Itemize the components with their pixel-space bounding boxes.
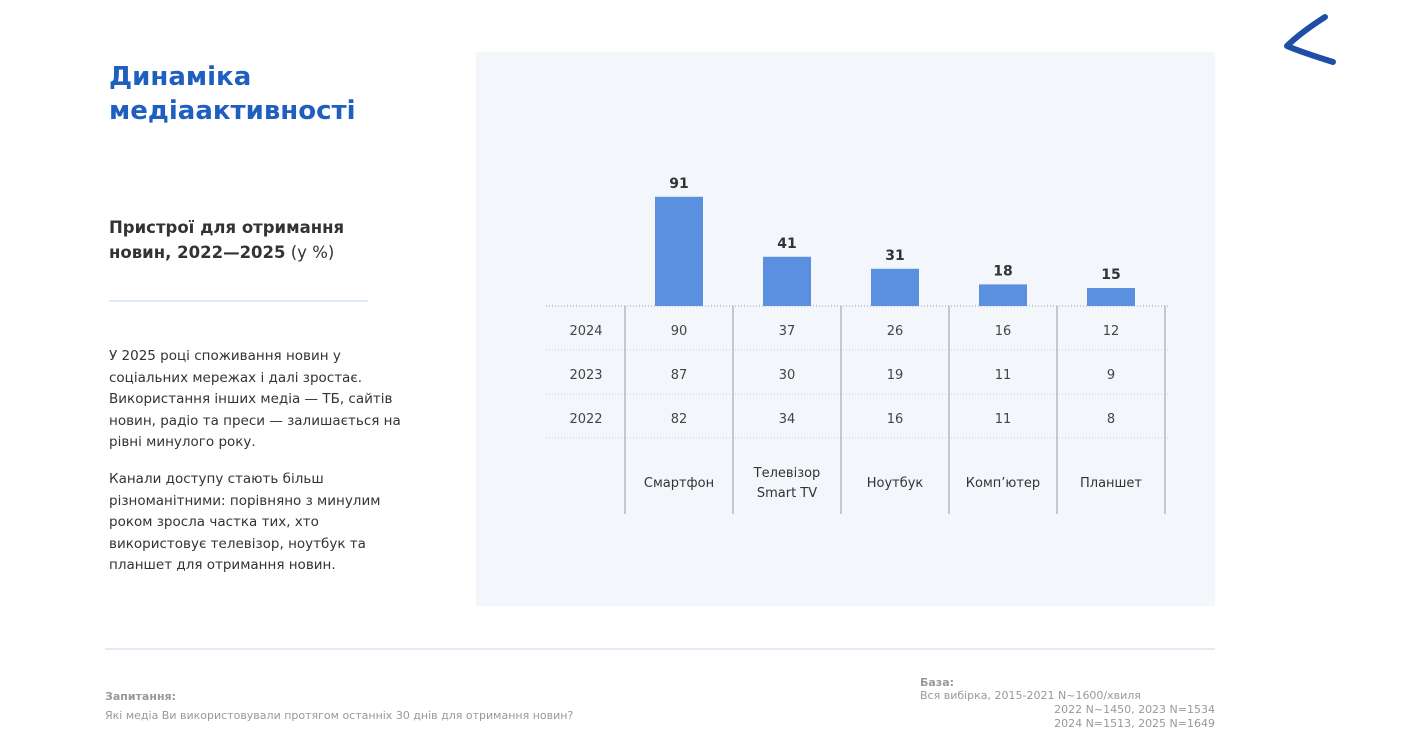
bar-3 — [871, 268, 919, 306]
paragraph-2: Канали доступу стають більш різноманітни… — [109, 471, 381, 573]
base-label: База: — [920, 676, 955, 689]
category-label: Ноутбук — [867, 476, 924, 491]
table-cell: 37 — [779, 324, 796, 339]
base-line-1: Вся вибірка, 2015-2021 N~1600/хвиля — [920, 689, 1141, 702]
bar-2 — [763, 256, 811, 306]
paragraph-1: У 2025 році споживання новин у соціальни… — [109, 348, 401, 450]
bar-1 — [655, 196, 703, 306]
base-line-2: 2022 N~1450, 2023 N=1534 — [1054, 703, 1215, 716]
section-divider — [109, 300, 368, 302]
table-cell: 9 — [1107, 368, 1115, 383]
table-year-label: 2023 — [569, 368, 602, 383]
bar-value-label: 18 — [993, 263, 1012, 279]
category-label: Смартфон — [644, 476, 714, 491]
bar-value-label: 15 — [1101, 267, 1120, 283]
table-cell: 90 — [671, 324, 688, 339]
category-label: Планшет — [1080, 476, 1142, 491]
subtitle-unit: (у %) — [290, 243, 335, 262]
table-cell: 11 — [995, 368, 1012, 383]
table-cell: 19 — [887, 368, 904, 383]
bar-value-label: 31 — [885, 248, 904, 264]
category-label: Smart TV — [757, 486, 817, 501]
bar-value-label: 91 — [669, 176, 688, 192]
table-cell: 26 — [887, 324, 904, 339]
table-year-label: 2022 — [569, 412, 602, 427]
question-text: Які медіа Ви використовували протягом ос… — [105, 709, 574, 722]
question-label: Запитання: — [105, 690, 177, 703]
table-cell: 8 — [1107, 412, 1115, 427]
bar-5 — [1087, 288, 1135, 306]
table-year-label: 2024 — [569, 324, 602, 339]
bar-value-label: 41 — [777, 236, 796, 252]
category-label: Комп’ютер — [966, 476, 1040, 491]
table-cell: 16 — [995, 324, 1012, 339]
brand-chevron-logo — [1284, 14, 1336, 65]
footer-divider — [105, 648, 1215, 650]
table-cell: 16 — [887, 412, 904, 427]
table-cell: 87 — [671, 368, 688, 383]
table-cell: 82 — [671, 412, 688, 427]
category-label: Телевізор — [753, 466, 821, 481]
table-cell: 11 — [995, 412, 1012, 427]
table-cell: 30 — [779, 368, 796, 383]
subtitle-main: Пристрої для отримання новин, 2022—2025 — [109, 218, 345, 262]
device-usage-chart: 91 41 31 18 15 2024 90 37 26 16 12 2023 87 30 19 11 9 202… — [546, 176, 1168, 514]
table-cell: 34 — [779, 412, 796, 427]
page-title: Динаміка медіаактивності — [109, 62, 356, 126]
base-line-3: 2024 N=1513, 2025 N=1649 — [1054, 717, 1215, 730]
bar-4 — [979, 284, 1027, 306]
chart-subtitle: Пристрої для отримання новин, 2022—2025 … — [109, 215, 409, 265]
table-cell: 12 — [1103, 324, 1120, 339]
chart-panel: 91 41 31 18 15 2024 90 37 26 16 12 2023 87 30 19 11 9 202… — [476, 52, 1215, 606]
